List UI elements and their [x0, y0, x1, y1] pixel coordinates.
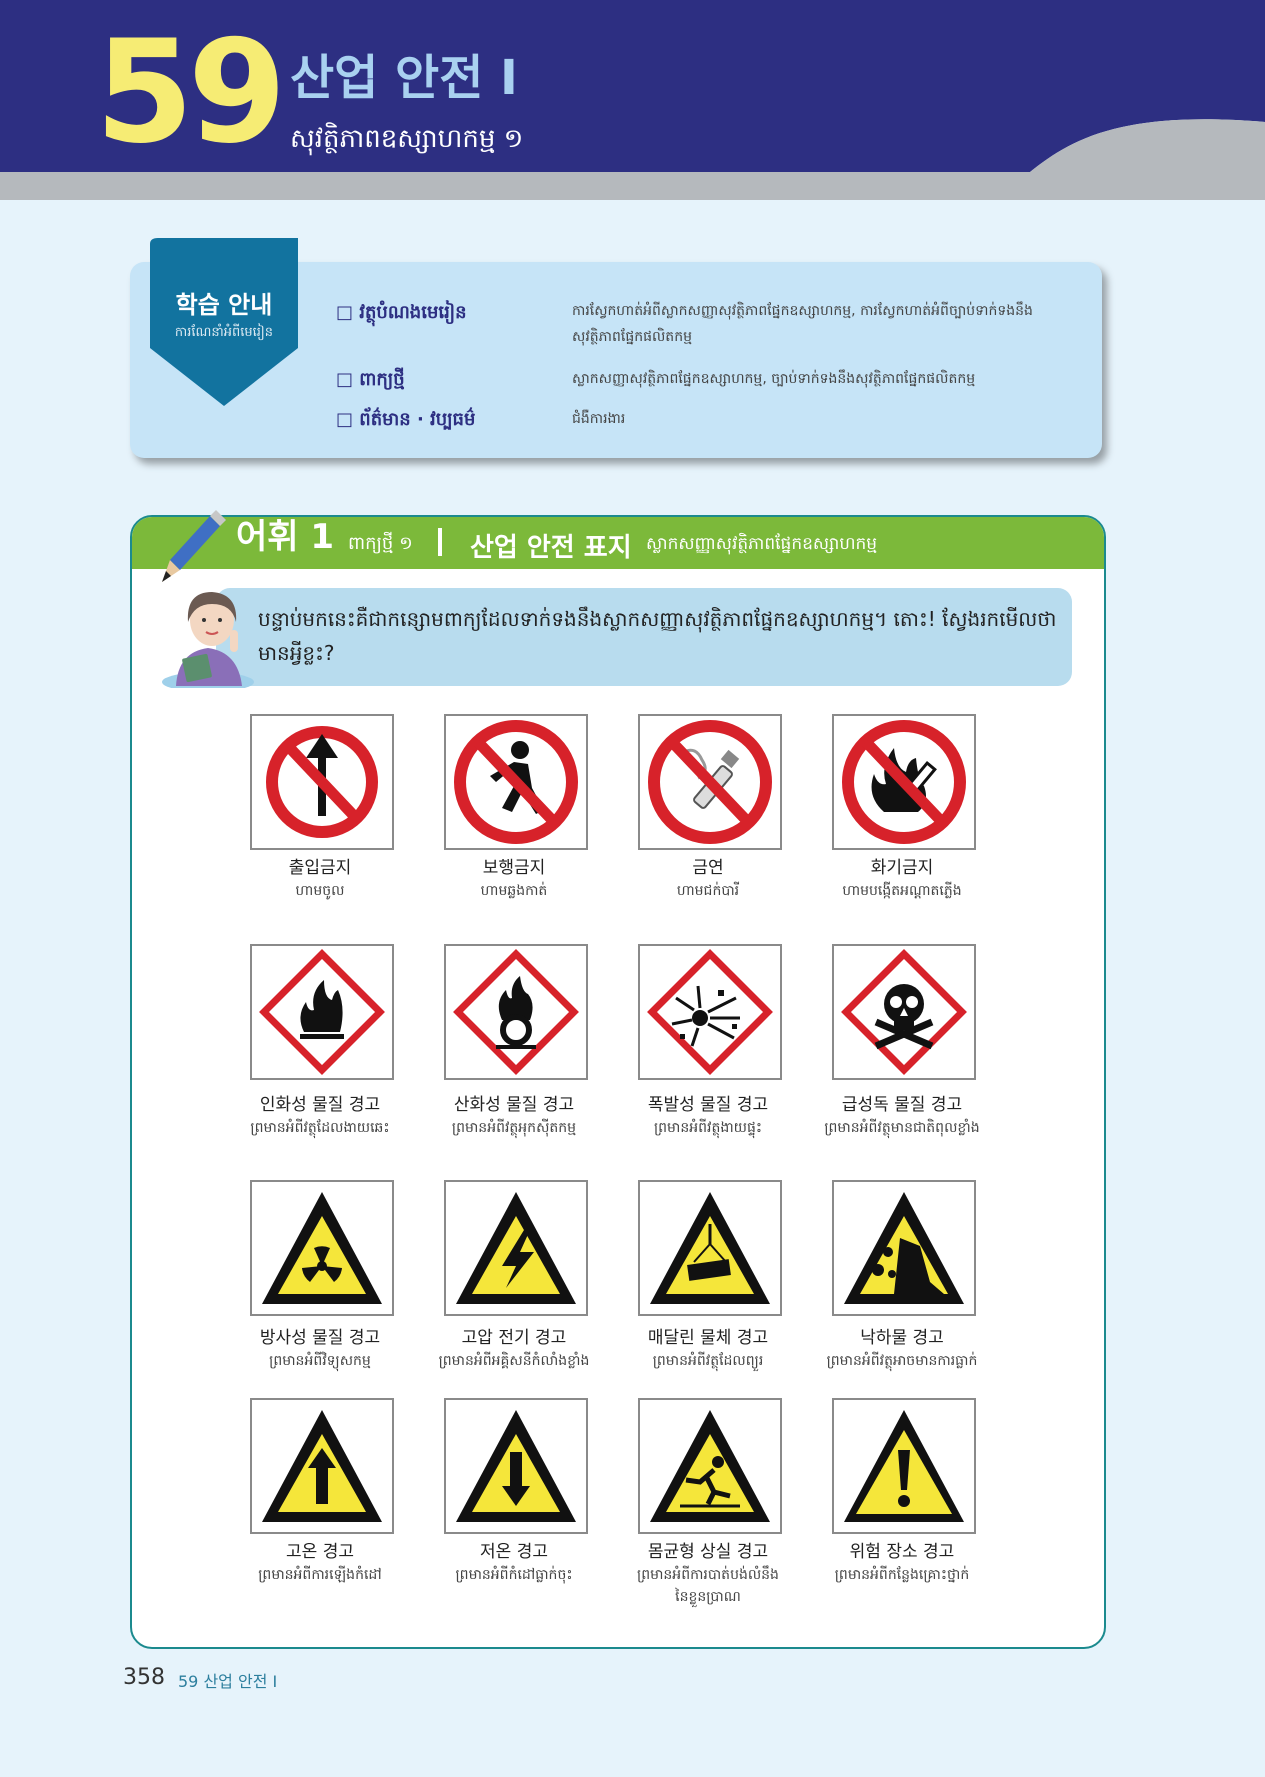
guide-text-objective: ការស្វែកហាត់អំពីស្លាកសញ្ញាសុវត្ថិភាពផ្នែ…	[572, 303, 1033, 345]
sign-label-ko: 금연	[692, 858, 724, 878]
vocabulary-topic-km: ស្លាកសញ្ញាសុវត្ថិភាពផ្នែកឧស្សាហកម្ម	[646, 534, 878, 554]
sign-label-km: ហាមចូល	[295, 883, 345, 899]
sign-label-ko: 매달린 물체 경고	[647, 1328, 769, 1348]
sign-danger-zone	[832, 1398, 976, 1534]
sign-label-ko: 위험 장소 경고	[849, 1542, 955, 1562]
sign-label-ko: 화기금지	[870, 858, 934, 878]
high-temperature-icon	[262, 1410, 382, 1522]
lesson-subtitle: សុវត្ថិភាពឧស្សាហកម្ម ១	[290, 124, 524, 154]
lesson-number: 59	[95, 10, 287, 175]
sign-label-km: ព្រមានអំពីវត្ថុមានជាតិពុលខ្លាំង	[824, 1120, 980, 1136]
high-voltage-icon	[456, 1192, 576, 1304]
sign-label-ko: 낙하물 경고	[860, 1328, 944, 1348]
footer-chapter-title: 59 산업 안전 I	[178, 1672, 278, 1691]
sign-label-km: ព្រមានអំពីវត្ថុដែលព្យួរ	[652, 1353, 764, 1369]
lesson-title: 산업 안전 I	[290, 50, 518, 106]
sign-no-open-flame	[832, 714, 976, 850]
sign-label-ko: 고온 경고	[286, 1542, 354, 1562]
sign-suspended-load	[638, 1180, 782, 1316]
sign-label-km: ព្រមានអំពីវត្ថុដែលងាយឆេះ	[250, 1120, 390, 1136]
sign-falling-object	[832, 1180, 976, 1316]
sign-label-km: ព្រមានអំពីកំដៅធ្លាក់ចុះ	[455, 1567, 573, 1583]
page-number: 358	[123, 1665, 165, 1690]
sign-label-ko: 출입금지	[288, 858, 352, 878]
study-guide-ribbon	[150, 238, 298, 406]
sign-low-temperature	[444, 1398, 588, 1534]
sign-no-smoking	[638, 714, 782, 850]
sign-flammable	[250, 944, 394, 1080]
vocabulary-heading: 어휘 1	[236, 517, 335, 557]
sign-label-ko: 저온 경고	[480, 1542, 548, 1562]
suspended-load-icon	[650, 1192, 770, 1304]
sign-explosive	[638, 944, 782, 1080]
guide-label-vocabulary: □ ពាក្យថ្មី	[336, 369, 405, 390]
danger-zone-icon	[844, 1410, 964, 1522]
guide-text-vocabulary: ស្លាកសញ្ញាសុវត្ថិភាពផ្នែកឧស្សាហកម្ម, ច្ប…	[572, 371, 976, 387]
guide-label-culture: □ ព័ត៌មាន · វប្បធម៌	[336, 409, 476, 430]
sign-label-km: ហាមបង្កើតអណ្តាតភ្លើង	[842, 883, 962, 899]
falling-object-icon	[844, 1192, 964, 1304]
sign-no-pedestrian	[444, 714, 588, 850]
sign-loss-of-balance	[638, 1398, 782, 1534]
guide-label-objective: □ វត្ថុបំណងមេរៀន	[336, 302, 467, 323]
sign-label-ko: 방사성 물질 경고	[259, 1328, 381, 1348]
sign-no-entry	[250, 714, 394, 850]
sign-label-ko: 고압 전기 경고	[461, 1328, 567, 1348]
sign-toxic	[832, 944, 976, 1080]
sign-label-ko: 산화성 물질 경고	[453, 1095, 575, 1115]
toxic-icon	[841, 949, 967, 1075]
pencil-icon	[162, 510, 226, 582]
teacher-avatar	[162, 592, 254, 688]
explosive-icon	[647, 949, 773, 1075]
sign-oxidizer	[444, 944, 588, 1080]
sign-label-km: ព្រមានអំពីវត្ថុអុកស៊ីតកម្ម	[451, 1120, 577, 1136]
intro-speech-bubble	[216, 588, 1072, 686]
intro-text: បន្ទាប់មកនេះគឺជាកន្សោមពាក្យដែលទាក់ទងនឹងស…	[258, 607, 1057, 665]
sign-high-temperature	[250, 1398, 394, 1534]
sign-label-km: ព្រមានអំពីកន្លែងគ្រោះថ្នាក់	[834, 1567, 970, 1583]
sign-label-km: ព្រមានអំពីវត្ថុងាយផ្ទុះ	[653, 1120, 763, 1136]
sign-label-ko: 인화성 물질 경고	[259, 1095, 381, 1115]
low-temperature-icon	[456, 1410, 576, 1522]
lesson-header: 59 산업 안전 I សុវត្ថិភាពឧស្សាហកម្ម ១	[0, 0, 1265, 200]
sign-label-km: ព្រមានអំពីអគ្គិសនីកំលាំងខ្លាំង	[438, 1353, 590, 1369]
guide-text-culture: ជំងឺការងារ	[572, 411, 626, 427]
sign-label-km: ហាមជក់បារី	[676, 883, 740, 899]
study-guide-subtitle: ការណែនាំអំពីមេរៀន	[174, 325, 274, 340]
radioactive-icon	[262, 1192, 382, 1304]
sign-high-voltage	[444, 1180, 588, 1316]
sign-label-ko: 보행금지	[482, 858, 546, 878]
heading-divider	[438, 528, 442, 556]
vocabulary-header-bar	[132, 517, 1104, 569]
study-guide-title: 학습 안내	[175, 291, 273, 319]
vocabulary-heading-km: ពាក្យថ្មី ១	[348, 533, 413, 554]
sign-label-ko: 급성독 물질 경고	[841, 1095, 963, 1115]
flammable-icon	[259, 949, 385, 1075]
no-pedestrian-icon	[454, 720, 578, 844]
sign-label-km: ព្រមានអំពីការឡើងកំដៅ	[258, 1567, 382, 1583]
oxidizer-icon	[453, 949, 579, 1075]
sign-label-km: ព្រមានអំពីការបាត់បង់លំនឹងនៃខ្លួនប្រាណ	[637, 1567, 779, 1605]
no-entry-icon	[266, 726, 378, 838]
sign-label-km: ព្រមានអំពីវត្ថុអាចមានការធ្លាក់	[826, 1353, 978, 1369]
no-open-flame-icon	[842, 720, 966, 844]
sign-label-ko: 폭발성 물질 경고	[647, 1095, 769, 1115]
vocabulary-topic: 산업 안전 표지	[470, 533, 632, 563]
sign-label-km: ហាមឆ្លងកាត់	[480, 883, 548, 899]
sign-radioactive	[250, 1180, 394, 1316]
loss-of-balance-icon	[650, 1410, 770, 1522]
sign-label-ko: 몸균형 상실 경고	[647, 1542, 769, 1562]
sign-label-km: ព្រមានអំពីវិទ្យុសកម្ម	[269, 1353, 371, 1369]
no-smoking-icon	[648, 720, 772, 844]
